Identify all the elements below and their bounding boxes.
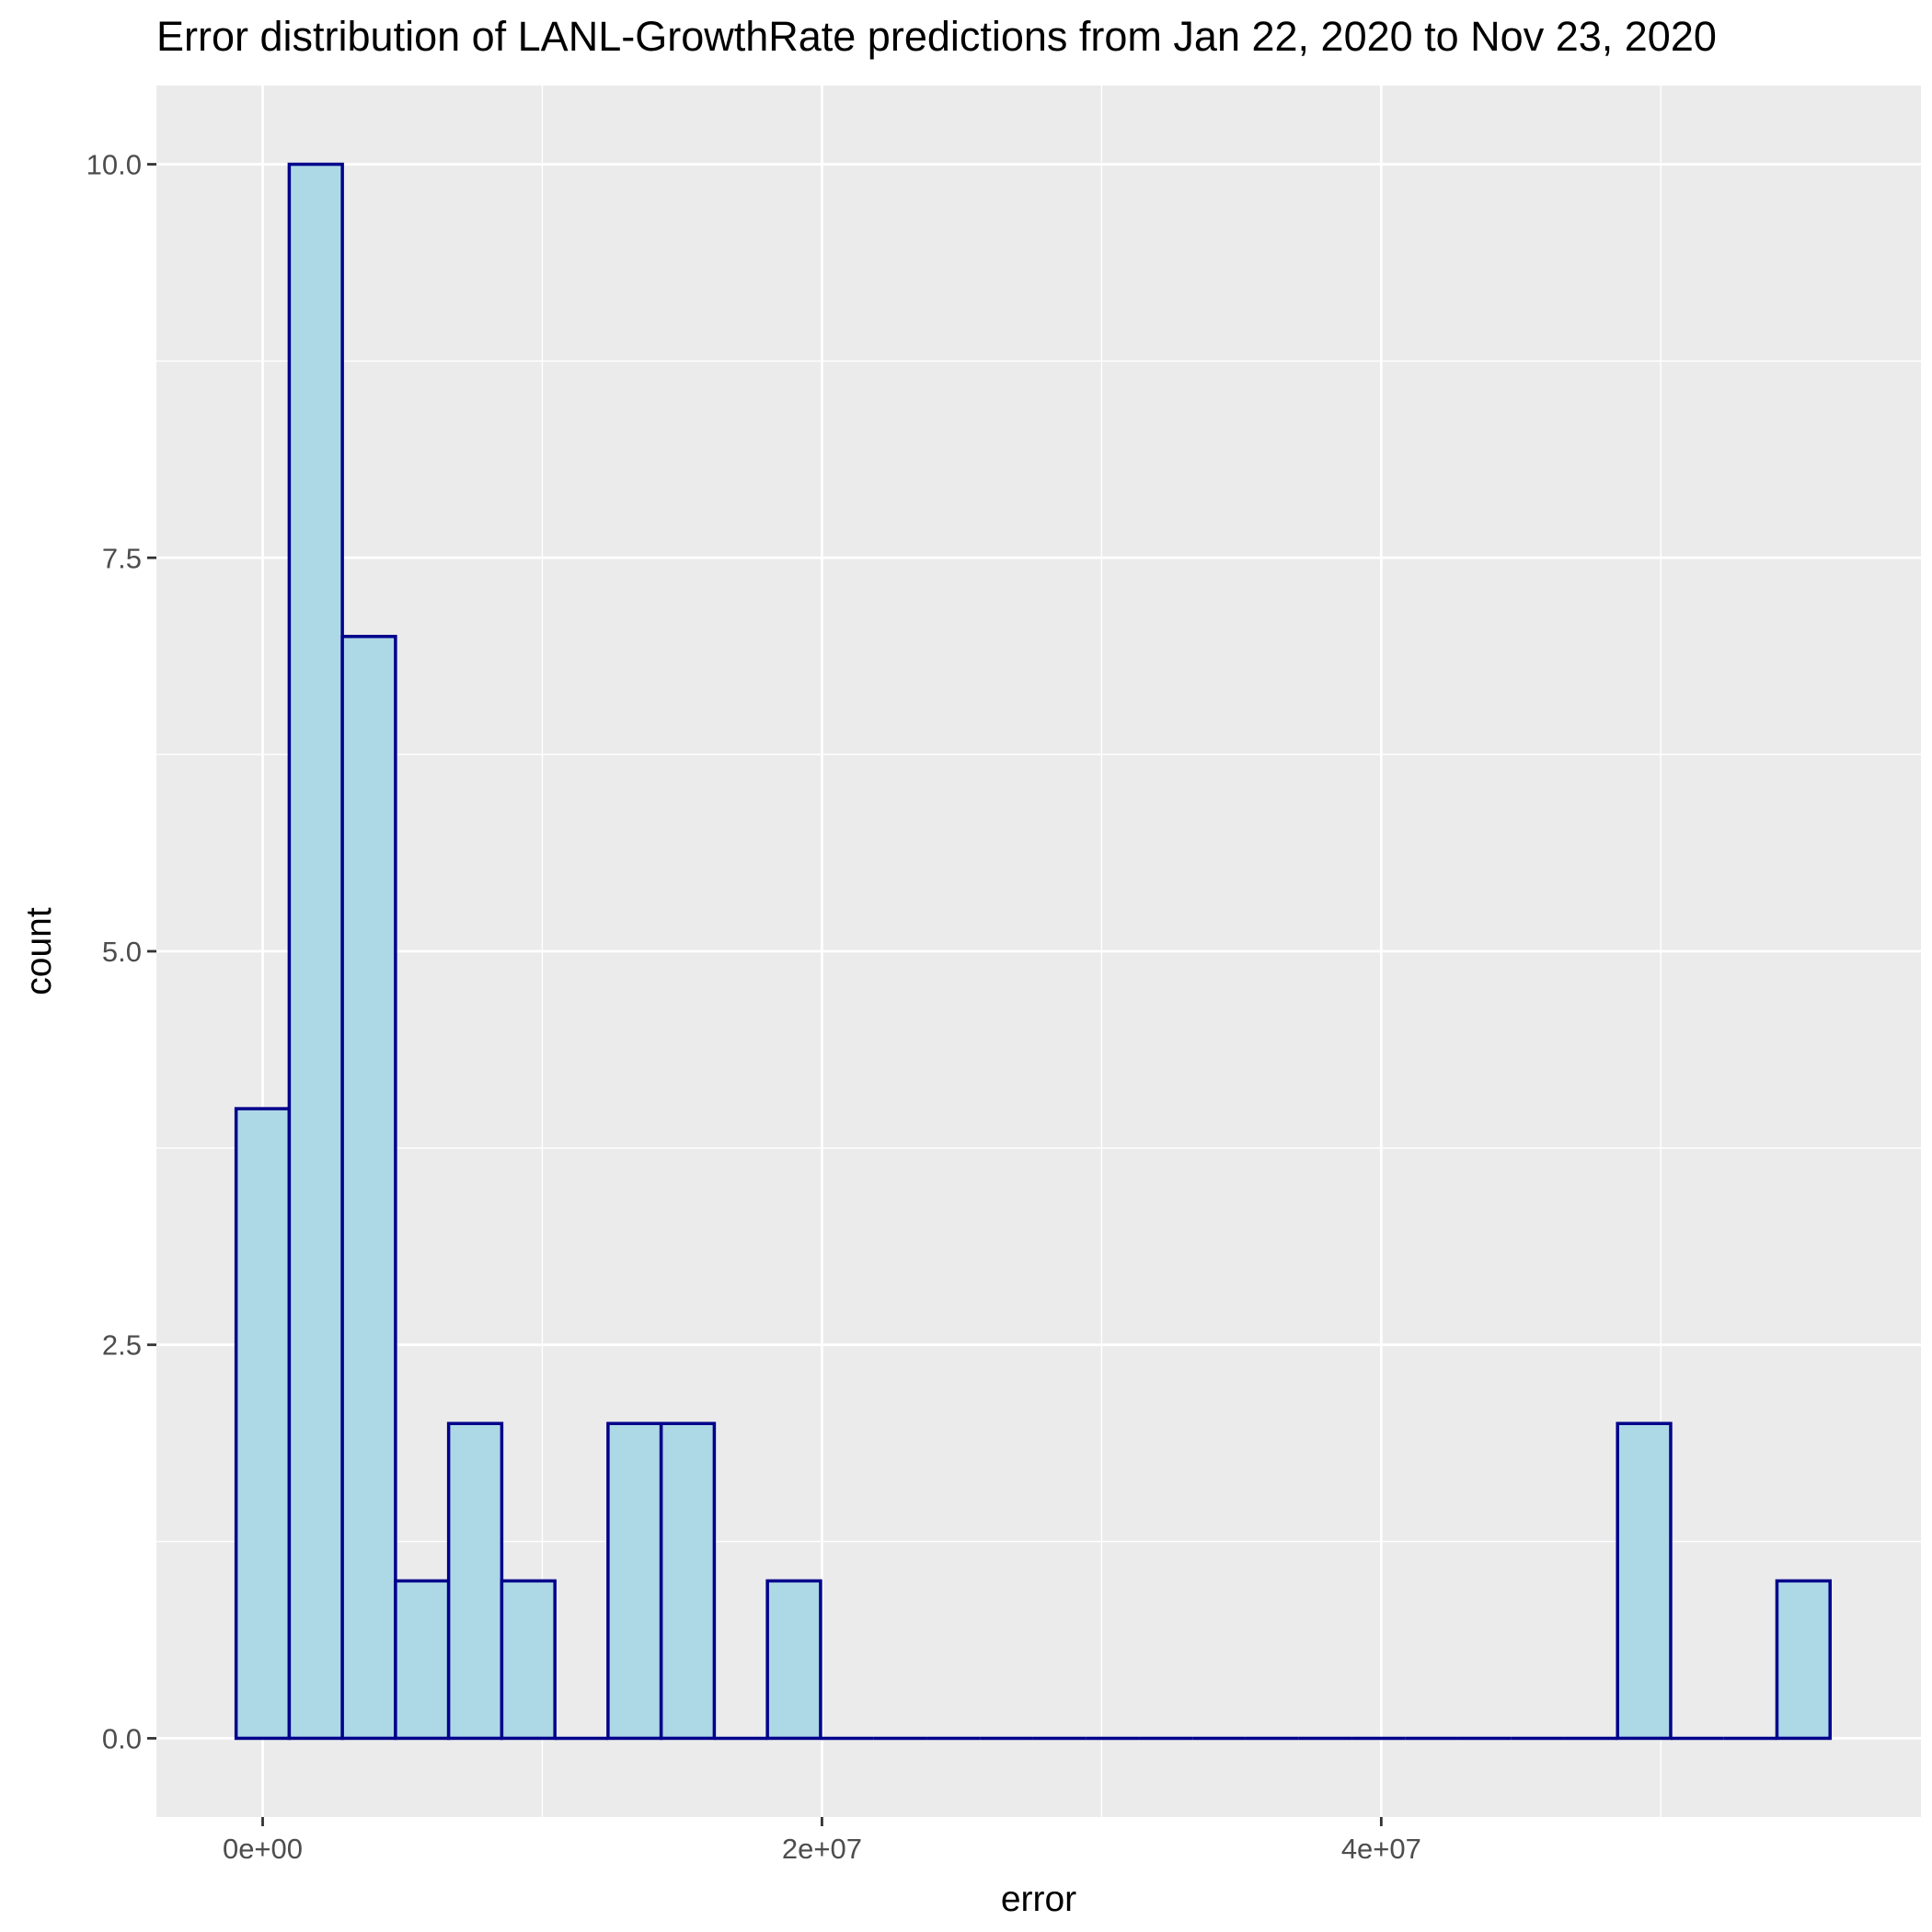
x-tick-label: 4e+07	[1341, 1833, 1421, 1865]
histogram-bar	[1775, 1579, 1832, 1741]
y-tick-label: 10.0	[86, 149, 142, 181]
y-tick-label: 2.5	[102, 1329, 142, 1362]
chart-title: Error distribution of LANL-GrowthRate pr…	[156, 13, 1717, 60]
histogram-bar	[287, 162, 344, 1741]
y-tick-label: 5.0	[102, 936, 142, 968]
histogram-bar	[765, 1579, 822, 1741]
x-axis-title: error	[1001, 1880, 1076, 1919]
histogram-bar	[1616, 1421, 1673, 1741]
x-tick-label: 0e+00	[223, 1833, 303, 1865]
histogram-bars	[234, 162, 1832, 1741]
histogram-bar	[340, 635, 397, 1741]
y-tick-label: 0.0	[102, 1722, 142, 1754]
histogram-bar	[659, 1421, 717, 1741]
histogram-bar	[500, 1579, 557, 1741]
y-axis-title: count	[19, 907, 59, 995]
histogram-bar	[446, 1421, 504, 1741]
histogram-bar	[606, 1421, 663, 1741]
histogram-bar	[394, 1579, 451, 1741]
histogram-bar	[234, 1107, 292, 1741]
y-axis: 0.0 2.5 5.0 7.5 10.0	[86, 149, 156, 1754]
y-tick-label: 7.5	[102, 542, 142, 574]
x-tick-label: 2e+07	[782, 1833, 862, 1865]
x-axis: 0e+00 2e+07 4e+07	[223, 1817, 1421, 1865]
